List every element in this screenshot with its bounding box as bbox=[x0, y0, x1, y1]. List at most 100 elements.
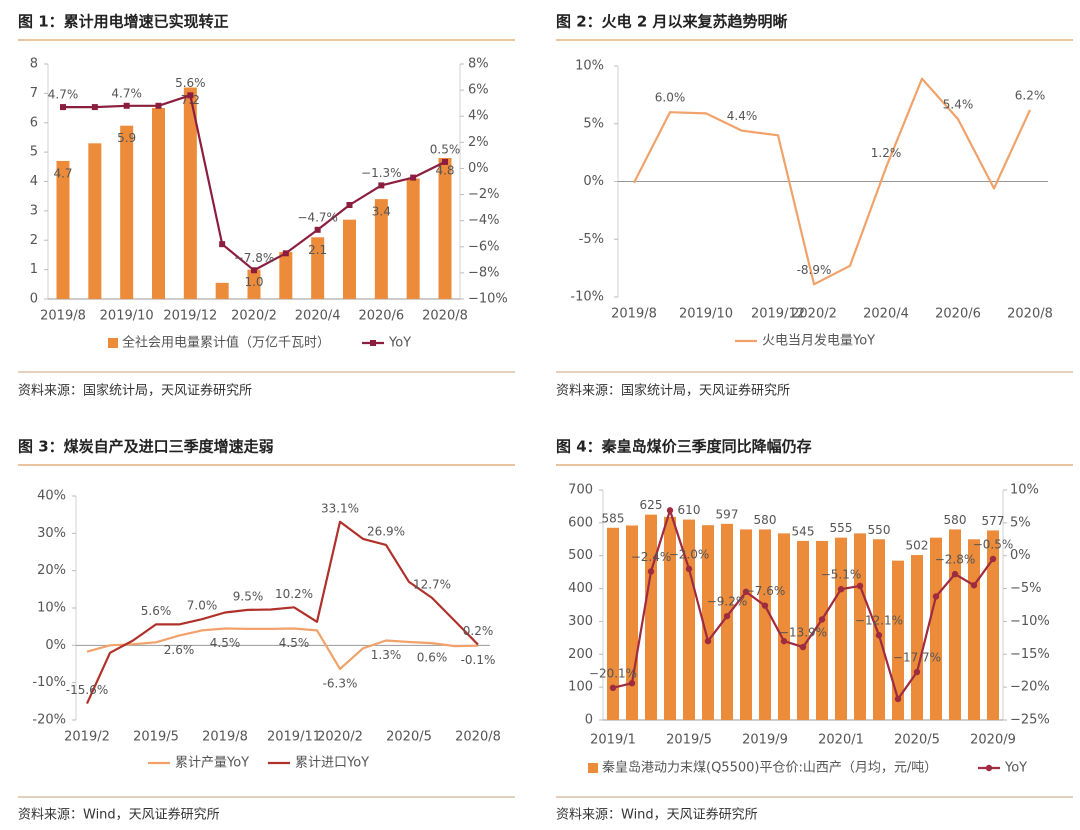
y2-tick-label: −15% bbox=[1010, 647, 1050, 662]
y-tick-label: 5% bbox=[583, 116, 604, 131]
x-tick-label: 2020/2 bbox=[791, 307, 837, 322]
bar bbox=[279, 252, 293, 299]
data-label: 4.5% bbox=[279, 636, 310, 650]
data-label: 577 bbox=[982, 514, 1005, 528]
y2-tick-label: −20% bbox=[1010, 680, 1050, 695]
y2-tick-label: 8% bbox=[468, 57, 489, 72]
x-tick-label: 2020/8 bbox=[422, 309, 468, 324]
y-tick-label: 7 bbox=[30, 86, 38, 101]
x-tick-label: 2019/2 bbox=[64, 730, 110, 745]
x-tick-label: 2020/4 bbox=[863, 307, 909, 322]
y-tick-label: 700 bbox=[568, 483, 593, 498]
y-tick-label: 3 bbox=[30, 203, 38, 218]
data-label: −4.7% bbox=[297, 210, 338, 224]
y-tick-label: 0% bbox=[583, 174, 604, 189]
y2-tick-label: −8% bbox=[468, 265, 500, 280]
point bbox=[685, 565, 693, 573]
x-tick-label: 2019/10 bbox=[679, 307, 733, 322]
data-label: 26.9% bbox=[367, 524, 405, 538]
point bbox=[761, 602, 769, 609]
x-tick-label: 2019/9 bbox=[742, 733, 788, 748]
legend-swatch bbox=[108, 338, 118, 348]
line bbox=[86, 627, 479, 670]
data-label: 1.3% bbox=[371, 648, 402, 662]
data-label: 4.7 bbox=[53, 166, 72, 180]
point bbox=[187, 92, 194, 99]
bar bbox=[911, 555, 923, 720]
data-label: 0.2% bbox=[463, 624, 494, 638]
legend-label: 累计产量YoY bbox=[175, 756, 249, 771]
data-label: 3.4 bbox=[372, 205, 391, 219]
y-tick-label: 200 bbox=[568, 647, 593, 662]
point bbox=[251, 267, 257, 274]
bar bbox=[797, 540, 809, 720]
point bbox=[282, 250, 289, 257]
y-tick-label: 4 bbox=[30, 174, 38, 189]
data-label: −17.7% bbox=[893, 651, 941, 665]
data-label: −0.5% bbox=[973, 538, 1014, 552]
legend-swatch bbox=[370, 340, 376, 346]
x-tick-label: 2019/12 bbox=[163, 309, 217, 324]
x-tick-label: 2020/8 bbox=[1007, 307, 1053, 322]
point bbox=[219, 241, 226, 248]
bar bbox=[438, 158, 452, 299]
data-label: 5.9 bbox=[117, 131, 136, 145]
data-label: 9.5% bbox=[233, 589, 264, 603]
x-tick-label: 2020/6 bbox=[358, 309, 404, 324]
x-tick-label: 2020/4 bbox=[295, 309, 341, 324]
y-tick-label: 0 bbox=[30, 292, 38, 307]
data-label: 610 bbox=[678, 503, 701, 517]
y-tick-label: 10% bbox=[37, 601, 66, 616]
x-tick-label: 2019/1 bbox=[590, 733, 636, 748]
y-tick-label: 0% bbox=[45, 638, 66, 653]
point bbox=[314, 226, 321, 233]
point bbox=[970, 582, 978, 589]
y2-tick-label: −25% bbox=[1010, 713, 1050, 728]
y2-tick-label: −10% bbox=[468, 292, 508, 307]
data-label: 6.2% bbox=[1015, 88, 1046, 102]
point bbox=[989, 555, 997, 563]
y-tick-label: 500 bbox=[568, 548, 593, 563]
bar bbox=[816, 540, 828, 720]
x-tick-label: 2020/2 bbox=[317, 730, 363, 745]
data-label: 0.5% bbox=[430, 142, 461, 156]
x-tick-label: 2019/5 bbox=[666, 733, 712, 748]
data-label: 1.0 bbox=[244, 275, 263, 289]
bar bbox=[152, 108, 165, 299]
y-tick-label: 600 bbox=[568, 515, 593, 530]
y-tick-label: 40% bbox=[37, 489, 66, 504]
y2-tick-label: 0% bbox=[1010, 548, 1031, 563]
point bbox=[123, 102, 130, 109]
data-label: −12.1% bbox=[855, 614, 903, 628]
point bbox=[609, 684, 617, 691]
point bbox=[666, 507, 674, 514]
data-label: −9.2% bbox=[707, 595, 748, 609]
legend-swatch bbox=[985, 764, 993, 772]
data-label: 4.5% bbox=[210, 636, 241, 650]
data-label: 6.0% bbox=[655, 91, 686, 105]
point bbox=[60, 104, 66, 111]
legend-label: 火电当月发电量YoY bbox=[762, 333, 875, 349]
point bbox=[378, 182, 385, 189]
data-label: 5.6% bbox=[175, 76, 206, 90]
y2-tick-label: −10% bbox=[1010, 614, 1050, 629]
data-label: 597 bbox=[716, 507, 739, 521]
y2-tick-label: 6% bbox=[468, 83, 489, 98]
data-label: −7.6% bbox=[745, 584, 786, 598]
data-label: 550 bbox=[868, 523, 891, 537]
data-label: 4.8 bbox=[435, 164, 454, 178]
bar bbox=[607, 527, 619, 720]
bar bbox=[56, 160, 70, 299]
bar bbox=[740, 529, 752, 720]
data-label: 12.7% bbox=[413, 577, 451, 591]
bar bbox=[721, 523, 733, 720]
bar bbox=[930, 537, 942, 720]
bar bbox=[374, 199, 388, 299]
source-note: 资料来源：Wind，天风证券研究所 bbox=[556, 807, 758, 823]
x-tick-label: 2019/5 bbox=[133, 730, 179, 745]
bar bbox=[645, 514, 657, 720]
bar bbox=[343, 219, 356, 299]
data-label: -0.1% bbox=[461, 653, 496, 667]
y-tick-label: 400 bbox=[568, 581, 593, 596]
bar bbox=[702, 525, 714, 720]
